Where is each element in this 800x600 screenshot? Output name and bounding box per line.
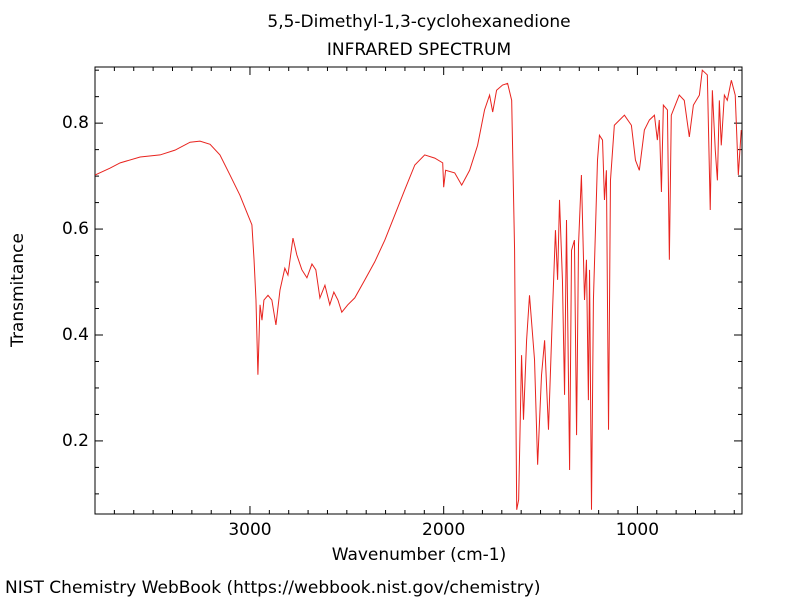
- y-tick-label: 0.4: [62, 325, 89, 345]
- x-tick-label: 2000: [422, 520, 465, 540]
- x-tick-label: 3000: [228, 520, 271, 540]
- chart-subtitle: INFRARED SPECTRUM: [327, 40, 511, 60]
- y-tick-label: 0.2: [62, 431, 89, 451]
- x-axis-label: Wavenumber (cm-1): [332, 545, 507, 565]
- chart-title: 5,5-Dimethyl-1,3-cyclohexanedione: [267, 12, 570, 32]
- y-tick-label: 0.6: [62, 219, 89, 239]
- y-tick-label: 0.8: [62, 113, 89, 133]
- y-axis-label: Transmitance: [8, 233, 28, 348]
- spectrum-line: [95, 69, 742, 510]
- plot-frame: [94, 66, 743, 515]
- x-tick-label: 1000: [616, 520, 659, 540]
- footer: NIST Chemistry WebBook (https://webbook.…: [5, 578, 540, 598]
